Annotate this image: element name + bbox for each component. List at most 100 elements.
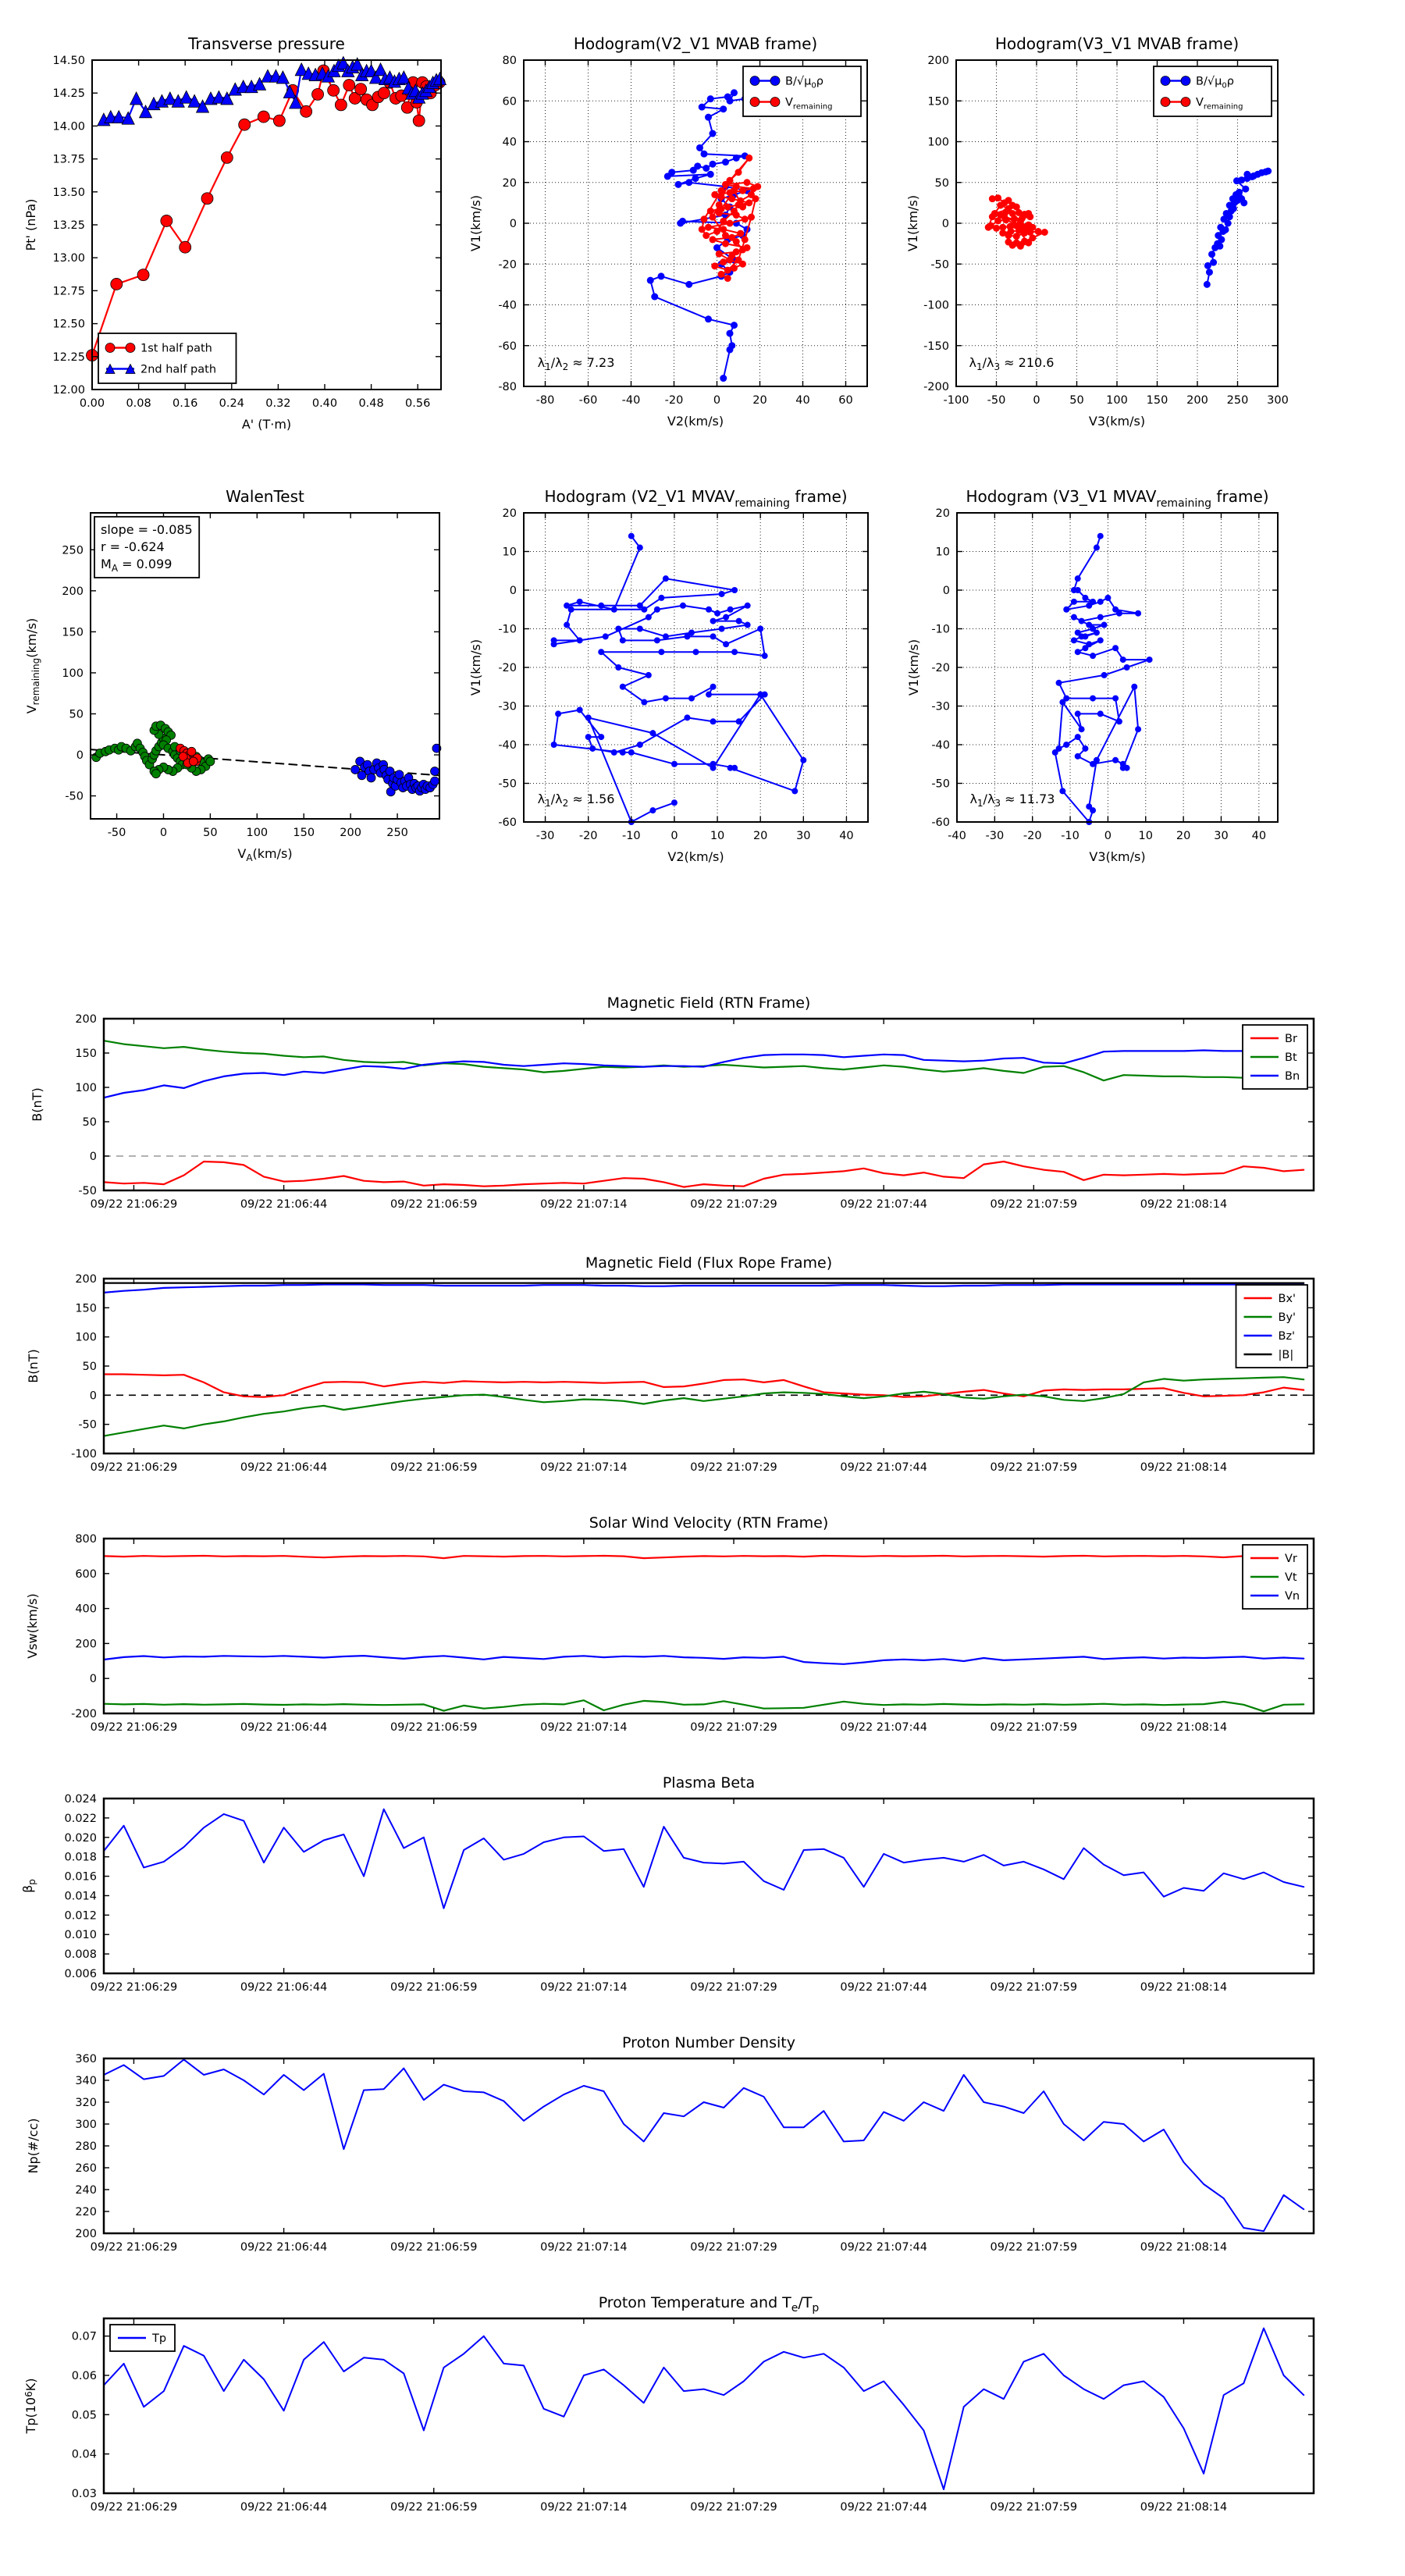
y-tick-label: -10 xyxy=(931,624,950,636)
y-tick-label: 50 xyxy=(83,1116,97,1129)
marker-circle xyxy=(300,105,313,118)
y-tick-label: 0.020 xyxy=(64,1832,97,1845)
x-tick-label: 09/22 21:08:14 xyxy=(1140,2241,1228,2254)
x-tick-label: 09/22 21:07:29 xyxy=(690,1461,777,1474)
marker-circle xyxy=(728,342,736,350)
y-tick-label: 14.50 xyxy=(52,55,85,67)
legend-label: Vremaining xyxy=(1196,97,1243,112)
marker-circle xyxy=(1026,213,1034,221)
x-tick-label: 40 xyxy=(795,394,809,407)
y-tick-label: 0.010 xyxy=(64,1929,97,1941)
magnetic-field-flux-rope-series-By' xyxy=(102,1376,1305,1437)
y-tick-label: 360 xyxy=(75,2053,97,2065)
marker-circle xyxy=(1063,606,1070,613)
y-tick-label: 0.04 xyxy=(72,2449,97,2461)
y-tick-label: 260 xyxy=(75,2162,97,2175)
marker-circle xyxy=(705,113,712,121)
y-tick-label: 14.25 xyxy=(52,87,85,100)
marker-circle xyxy=(732,154,740,162)
hodogram-v3v1-mvab-legend: B/√μ0ρ Vremaining xyxy=(1153,66,1272,117)
marker-circle xyxy=(670,799,678,806)
marker-circle xyxy=(1090,695,1097,702)
legend-label: Tp xyxy=(151,2332,166,2345)
walen-test-stats-line: MA = 0.099 xyxy=(101,557,172,574)
marker-circle xyxy=(1097,614,1104,621)
marker-circle xyxy=(679,602,686,609)
x-tick-label: 09/22 21:06:44 xyxy=(240,1721,328,1734)
marker-circle xyxy=(1012,203,1020,211)
x-tick-label: 09/22 21:06:59 xyxy=(390,1198,478,1211)
y-tick-label: 0 xyxy=(510,218,517,230)
ticks: 09/22 21:06:29 09/22 21:06:44 09/22 21:06:… xyxy=(72,2318,1314,2514)
marker-circle xyxy=(698,226,706,233)
y-tick-label: 100 xyxy=(62,667,84,680)
marker-circle xyxy=(997,201,1005,209)
marker-circle xyxy=(1074,575,1081,582)
ticks: -30 -20 -10 0 10 20 30 40 -60 -50 -40 -30 -20 -10 0 10 2… xyxy=(498,507,868,842)
marker-triangle xyxy=(397,70,411,84)
marker-circle xyxy=(615,664,622,671)
marker-circle xyxy=(731,649,738,656)
chart-walen-test: -50 0 50 100 150 200 250 -50 0 50 100 150 200 250 VA(k… xyxy=(24,487,442,863)
y-tick-label: 0.07 xyxy=(72,2331,97,2343)
marker-circle xyxy=(715,250,723,258)
marker-circle xyxy=(1063,742,1070,748)
marker-circle xyxy=(727,764,734,771)
x-tick-label: 150 xyxy=(293,827,315,839)
hodogram-v2v1-mvav-series-V-path xyxy=(550,532,807,825)
y-tick-label: -60 xyxy=(931,817,950,829)
marker-circle xyxy=(311,87,324,101)
hodogram-v3v1-mvav-series-V-path xyxy=(1051,532,1153,825)
x-tick-label: 30 xyxy=(796,830,810,842)
marker-circle xyxy=(628,532,635,539)
marker-circle xyxy=(257,110,270,123)
marker-circle xyxy=(160,215,173,227)
marker-circle xyxy=(731,207,738,215)
marker-circle xyxy=(720,226,727,233)
marker-circle xyxy=(1051,749,1058,756)
marker-circle xyxy=(711,190,719,198)
chart-solar-wind-velocity: 09/22 21:06:29 09/22 21:06:44 09/22 21:06:… xyxy=(25,1514,1315,1734)
marker-circle xyxy=(731,187,738,194)
marker-circle xyxy=(1005,197,1012,205)
y-tick-label: 0 xyxy=(90,1673,97,1685)
magnetic-field-flux-rope-title: Magnetic Field (Flux Rope Frame) xyxy=(585,1254,832,1272)
marker-circle xyxy=(698,103,706,111)
marker-circle xyxy=(1082,645,1089,652)
marker-circle xyxy=(610,749,617,756)
hodogram-v2v1-mvav-annotation: λ1/λ2 ≈ 1.56 xyxy=(538,792,615,809)
x-tick-label: 100 xyxy=(1106,394,1128,407)
marker-circle xyxy=(749,76,760,86)
marker-circle xyxy=(1097,637,1104,644)
marker-circle xyxy=(1160,97,1171,107)
marker-circle xyxy=(589,745,596,752)
x-tick-label: -10 xyxy=(622,830,641,842)
marker-circle xyxy=(1090,653,1097,660)
walen-test-stats-line: r = -0.624 xyxy=(101,539,165,554)
marker-circle xyxy=(1090,598,1097,605)
marker-circle xyxy=(717,193,725,201)
marker-circle xyxy=(684,714,691,721)
y-tick-label: 100 xyxy=(75,1082,97,1094)
y-tick-label: -60 xyxy=(498,817,517,829)
y-tick-label: -100 xyxy=(71,1448,97,1461)
marker-circle xyxy=(994,217,1002,225)
marker-circle xyxy=(677,219,685,227)
y-tick-label: -50 xyxy=(65,791,84,803)
x-tick-label: 0.08 xyxy=(126,397,151,410)
y-tick-label: 200 xyxy=(75,1013,97,1026)
marker-circle xyxy=(238,118,251,131)
hodogram-v3v1-mvab-series-Vremaining xyxy=(984,194,1048,250)
marker-circle xyxy=(720,217,727,225)
marker-circle xyxy=(723,641,730,648)
marker-circle xyxy=(1112,645,1119,652)
marker-circle xyxy=(710,617,717,624)
x-tick-label: 0 xyxy=(713,394,720,407)
marker-circle xyxy=(726,219,734,227)
hodogram-v2v1-mvav-xlabel: V2(km/s) xyxy=(667,849,724,864)
marker-circle xyxy=(728,195,736,203)
marker-triangle xyxy=(283,84,297,98)
transverse-pressure-legend: 1st half path 2nd half path xyxy=(98,333,237,384)
x-tick-label: -100 xyxy=(944,394,969,407)
marker-circle xyxy=(1040,228,1048,236)
